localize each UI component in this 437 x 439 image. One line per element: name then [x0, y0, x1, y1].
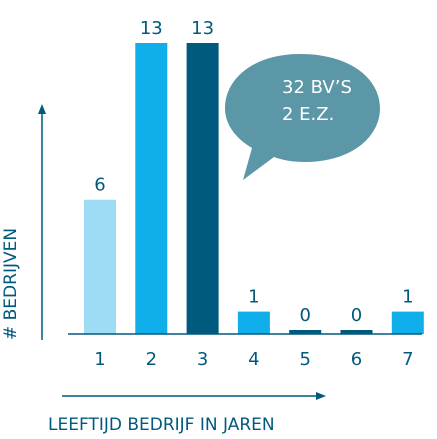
- value-labels-group: 6 13 13 1 0 0 1: [94, 18, 413, 326]
- bar-5: [289, 330, 322, 334]
- x-tick-label-1: 1: [94, 349, 105, 370]
- data-label-4: 1: [248, 287, 259, 308]
- bar-6: [340, 330, 373, 334]
- x-tick-label-5: 5: [299, 349, 310, 370]
- data-label-1: 6: [94, 175, 105, 196]
- data-label-7: 1: [402, 287, 413, 308]
- x-tick-label-6: 6: [351, 349, 362, 370]
- bar-2: [135, 43, 168, 334]
- annotation-bubble-shape: [225, 54, 380, 180]
- data-label-6: 0: [351, 305, 362, 326]
- category-labels-group: 1 2 3 4 5 6 7: [94, 349, 413, 370]
- data-label-5: 0: [299, 305, 310, 326]
- data-label-2: 13: [140, 18, 163, 39]
- y-axis-label: # BEDRIJVEN: [1, 228, 21, 340]
- bar-3: [186, 43, 219, 334]
- bar-7: [391, 311, 424, 334]
- annotation-bubble: 32 BV’S 2 E.Z.: [225, 54, 380, 180]
- annotation-line-2: 2 E.Z.: [282, 104, 334, 125]
- data-label-3: 13: [191, 18, 214, 39]
- annotation-line-1: 32 BV’S: [282, 77, 352, 98]
- x-tick-label-2: 2: [146, 349, 157, 370]
- x-tick-label-4: 4: [248, 349, 259, 370]
- bar-4: [237, 311, 270, 334]
- x-axis-label: LEEFTIJD BEDRIJF IN JAREN: [48, 415, 275, 435]
- x-tick-label-3: 3: [197, 349, 208, 370]
- y-axis-arrow: [38, 104, 46, 340]
- bar-1: [84, 199, 116, 334]
- bars-group: [84, 43, 424, 334]
- x-tick-label-7: 7: [402, 349, 413, 370]
- x-axis-arrow: [62, 392, 326, 400]
